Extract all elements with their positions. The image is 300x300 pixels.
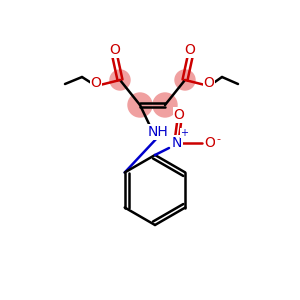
Text: -: - [216,134,220,144]
Text: O: O [184,43,195,57]
Circle shape [175,70,195,90]
Text: N: N [172,136,182,150]
Text: O: O [204,76,214,90]
Circle shape [153,93,177,117]
Text: O: O [174,108,184,122]
Text: O: O [205,136,215,150]
Text: NH: NH [148,125,168,139]
Circle shape [128,93,152,117]
Text: O: O [110,43,120,57]
Circle shape [110,70,130,90]
Text: O: O [91,76,101,90]
Text: +: + [180,128,188,138]
